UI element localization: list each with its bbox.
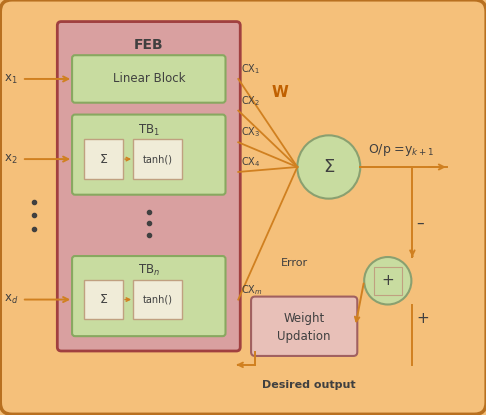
Text: x$_d$: x$_d$ [3,293,18,306]
Text: CX$_m$: CX$_m$ [241,283,263,297]
Text: +: + [417,311,429,326]
Text: CX$_2$: CX$_2$ [241,94,260,107]
Text: –: – [417,216,424,231]
Text: Updation: Updation [278,330,331,343]
Text: Desired output: Desired output [262,380,356,390]
Text: $\Sigma$: $\Sigma$ [99,293,108,306]
FancyBboxPatch shape [57,22,240,351]
Text: TB$_n$: TB$_n$ [138,263,160,278]
Text: TB$_1$: TB$_1$ [138,123,160,138]
Text: x$_2$: x$_2$ [4,153,18,166]
FancyBboxPatch shape [72,115,226,195]
FancyBboxPatch shape [72,55,226,103]
Text: Weight: Weight [283,312,325,325]
Text: CX$_1$: CX$_1$ [241,62,260,76]
Text: tanh(): tanh() [142,154,173,164]
Text: O/p =y$_{k+1}$: O/p =y$_{k+1}$ [368,142,434,158]
Text: Error: Error [281,258,308,268]
Circle shape [297,135,360,199]
Text: FEB: FEB [134,38,164,52]
FancyBboxPatch shape [84,280,123,319]
Text: W: W [271,85,288,100]
Text: Linear Block: Linear Block [113,73,185,85]
Text: +: + [382,273,394,288]
Text: CX$_3$: CX$_3$ [241,125,260,139]
Text: $\Sigma$: $\Sigma$ [99,153,108,166]
FancyBboxPatch shape [84,139,123,179]
Text: x$_1$: x$_1$ [4,72,18,85]
FancyBboxPatch shape [133,139,182,179]
FancyBboxPatch shape [251,297,357,356]
Text: CX$_4$: CX$_4$ [241,155,261,169]
FancyBboxPatch shape [133,280,182,319]
Text: tanh(): tanh() [142,295,173,305]
Circle shape [364,257,411,305]
Text: $\Sigma$: $\Sigma$ [323,158,335,176]
FancyBboxPatch shape [72,256,226,336]
